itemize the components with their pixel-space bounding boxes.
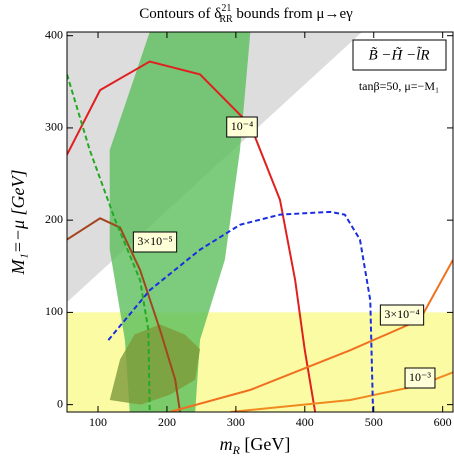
chart-title: Contours of δ21 RR bounds from μ→eγ (139, 3, 353, 25)
y-axis-label: M₁=−μ [GeV] (8, 169, 28, 275)
x-tick-label: 300 (227, 415, 245, 429)
contour-line (169, 259, 453, 412)
contour-line (67, 74, 151, 412)
xlabel-main: m (220, 434, 233, 454)
y-tick-label: 400 (45, 27, 63, 41)
contour-label-box (132, 231, 178, 253)
xlabel-unit: [GeV] (240, 434, 290, 454)
contour-line (230, 371, 453, 412)
annotation: B̃ −H̃ −l̃R (368, 46, 429, 63)
y-tick-label: 300 (45, 120, 63, 134)
contour-line (107, 210, 375, 412)
title-part: bounds from μ→eγ (233, 6, 353, 22)
contour-label: 3×10⁻⁵ (137, 234, 172, 248)
annotation: tanβ=50, μ=−M₁ (359, 79, 439, 93)
x-tick-label: 200 (158, 415, 176, 429)
plot-frame (66, 31, 454, 413)
title-part: Contours of δ (139, 6, 221, 22)
x-tick-label: 600 (434, 415, 452, 429)
contour-line (67, 217, 182, 412)
x-tick-label: 400 (296, 415, 314, 429)
title-sub: RR (219, 14, 233, 25)
region (109, 32, 251, 412)
contour-label-box (379, 304, 425, 326)
x-axis-label: mR [GeV] (220, 434, 291, 457)
contour-label: 3×10⁻⁴ (384, 307, 419, 321)
y-tick-label: 0 (57, 396, 63, 410)
regions (67, 32, 453, 412)
contour-label: 10⁻⁴ (231, 119, 254, 133)
annotation-box (352, 39, 447, 71)
x-tick-label: 100 (89, 415, 107, 429)
y-tick-label: 200 (45, 212, 63, 226)
xlabel-sub: R (232, 443, 241, 457)
y-tick-label: 100 (45, 304, 63, 318)
contour-label-box (226, 116, 258, 138)
region (109, 324, 201, 405)
x-tick-label: 500 (365, 415, 383, 429)
title-sup: 21 (221, 3, 231, 14)
contour-label-box (404, 367, 436, 389)
contour-label: 10⁻³ (409, 370, 431, 384)
